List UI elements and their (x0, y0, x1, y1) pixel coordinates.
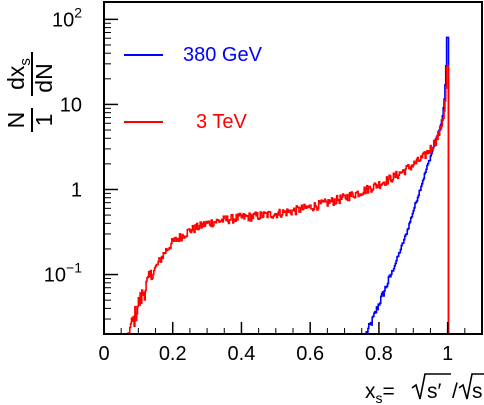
y-axis-label: N 1 dxs dN (3, 52, 57, 132)
x-axis: 0 0.2 0.4 0.6 0.8 1 (98, 322, 466, 365)
y-axis: 10−1 1 10 102 (44, 4, 118, 335)
x-tick-label: 0 (98, 343, 109, 365)
y-axis-label-n: N (3, 112, 29, 129)
legend-label-3tev: 3 TeV (196, 111, 247, 133)
legend-label-380gev: 380 GeV (183, 44, 263, 66)
sqrt-sign-1 (411, 373, 451, 400)
x-tick-label: 0.8 (365, 343, 393, 365)
y-tick-label: 102 (52, 4, 82, 31)
svg-text:xs=: xs= (365, 380, 395, 405)
sqrt-sign-2 (458, 373, 484, 400)
x-tick-label: 1 (442, 343, 453, 365)
y-axis-label-one: 1 (31, 114, 57, 127)
series-line-380gev (365, 36, 450, 334)
svg-text:s′: s′ (427, 380, 442, 403)
x-tick-label: 0.6 (296, 343, 324, 365)
svg-text:s: s (472, 380, 483, 403)
x-axis-label: xs= s′ / s (365, 373, 484, 405)
series-line-3tev (127, 65, 450, 334)
legend: 380 GeV 3 TeV (124, 44, 263, 133)
x-tick-label: 0.2 (159, 343, 187, 365)
x-tick-label: 0.4 (228, 343, 256, 365)
y-tick-label: 10 (60, 94, 82, 116)
y-axis-label-dn: dN (31, 63, 57, 92)
plot-background (104, 2, 482, 334)
y-axis-label-dxs: dxs (3, 58, 34, 90)
svg-text:/: / (452, 380, 458, 403)
y-tick-label: 10−1 (44, 260, 82, 287)
series-layer (127, 36, 450, 334)
y-tick-label: 1 (71, 179, 82, 201)
